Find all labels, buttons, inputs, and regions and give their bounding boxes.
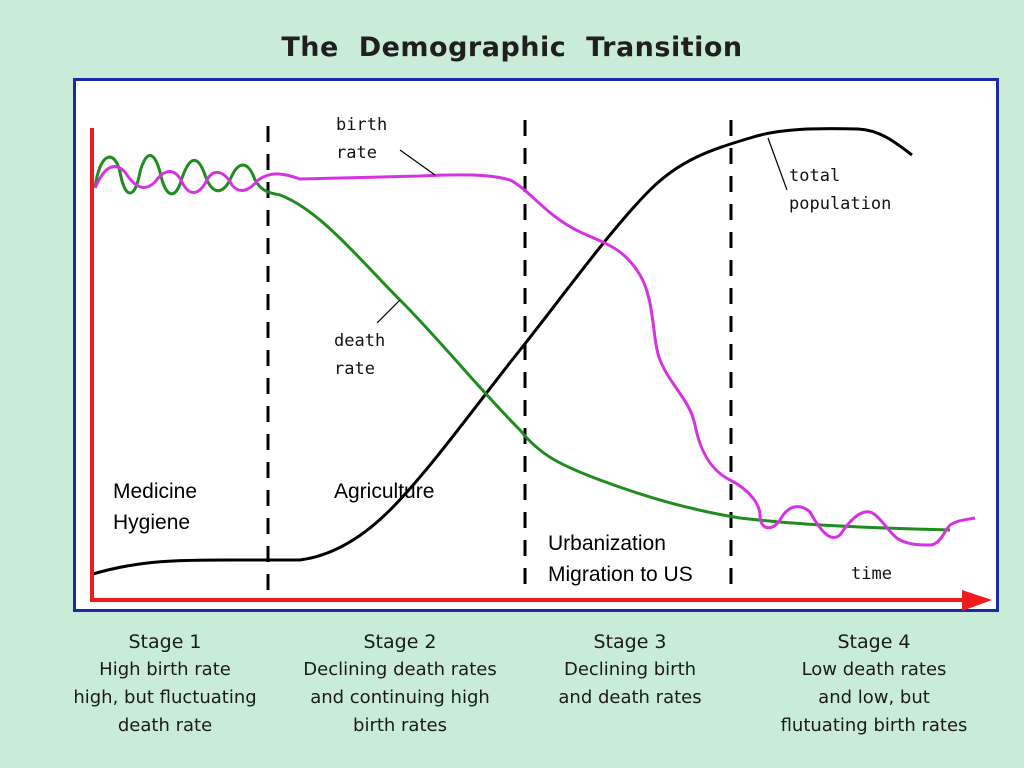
stage-4-title: Stage 4 [837, 631, 911, 653]
stage-1-line-1: High birth rate [99, 659, 231, 680]
birth-rate-label: birth rate [336, 115, 397, 163]
page-title: The Demographic Transition [281, 32, 743, 63]
stage-2-line-3: birth rates [353, 715, 447, 736]
stage-4-line-3: flutuating birth rates [780, 715, 968, 736]
birth-rate-pointer [399, 149, 436, 176]
death-rate-pointer [376, 299, 401, 324]
stage-2-title: Stage 2 [363, 631, 437, 653]
total-population-curve [92, 127, 913, 576]
death-rate-label: death rate [334, 331, 395, 379]
birth-rate-curve [93, 165, 976, 547]
stage-3-description: Stage 3 Declining birth and death rates [520, 628, 740, 712]
stage-3-line-1: Declining birth [563, 659, 697, 680]
stage-3-title: Stage 3 [593, 631, 667, 653]
stage-2-line-2: and continuing high [310, 687, 490, 708]
stage-4-line-1: Low death rates [801, 659, 947, 680]
time-axis-label: time [851, 564, 892, 584]
stage-1-line-2: high, but fluctuating [73, 687, 257, 708]
stage-2-description: Stage 2 Declining death rates and contin… [275, 628, 525, 740]
death-rate-curve [93, 154, 951, 532]
stage-2-line-1: Declining death rates [303, 659, 497, 680]
stage-1-line-3: death rate [117, 715, 213, 736]
population-pointer [767, 137, 788, 191]
x-axis-arrowhead [962, 590, 992, 611]
stage-4-description: Stage 4 Low death rates and low, but flu… [748, 628, 1000, 740]
stage-1-title: Stage 1 [128, 631, 202, 653]
stage-4-line-2: and low, but [818, 687, 930, 708]
stage-1-description: Stage 1 High birth rate high, but fluctu… [40, 628, 290, 740]
stage3-annotation: Urbanization Migration to US [548, 532, 693, 586]
stage2-annotation: Agriculture [334, 480, 434, 503]
total-population-label: total population [789, 166, 891, 214]
stage-3-line-2: and death rates [558, 687, 702, 708]
stage1-annotation: Medicine Hygiene [113, 480, 203, 534]
chart-frame [73, 78, 999, 612]
